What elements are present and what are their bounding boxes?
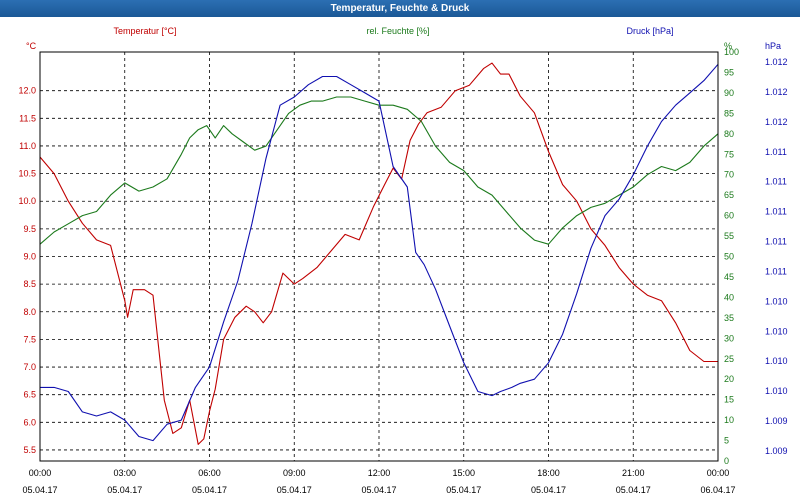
series-line-temperature	[39, 62, 718, 445]
x-date-label: 05.04.17	[616, 485, 651, 495]
chart-background	[0, 17, 800, 500]
x-tick-label: 03:00	[113, 468, 136, 478]
x-tick-label: 18:00	[537, 468, 560, 478]
pressure-tick-label: 1.011	[765, 177, 787, 187]
pressure-tick-label: 1.012	[765, 87, 788, 97]
humidity-tick-label: 85	[724, 108, 734, 118]
x-tick-label: 09:00	[283, 468, 306, 478]
humidity-unit-label: %	[724, 41, 732, 51]
x-date-label: 05.04.17	[192, 485, 227, 495]
x-tick-label: 00:00	[29, 468, 52, 478]
plot-frame	[39, 51, 719, 462]
temperature-tick-label: 7.0	[23, 362, 36, 372]
x-date-label: 05.04.17	[277, 485, 312, 495]
x-tick-label: 15:00	[452, 468, 475, 478]
chart-series	[39, 62, 719, 445]
humidity-tick-label: 70	[724, 170, 734, 180]
humidity-tick-label: 95	[724, 67, 734, 77]
humidity-tick-label: 100	[724, 47, 739, 57]
pressure-tick-label: 1.009	[765, 446, 788, 456]
legend-temperature: Temperatur [°C]	[113, 26, 176, 36]
chart-grid	[40, 52, 718, 461]
temperature-tick-label: 10.0	[18, 196, 36, 206]
humidity-tick-label: 50	[724, 252, 734, 262]
chart-axes: 00:00 05.04.17 03:00 05.04.17 06:00 05.04.17 0…	[18, 47, 787, 495]
humidity-tick-label: 90	[724, 88, 734, 98]
pressure-tick-label: 1.010	[765, 356, 788, 366]
x-date-label: 05.04.17	[446, 485, 481, 495]
pressure-tick-label: 1.010	[765, 326, 788, 336]
pressure-tick-label: 1.012	[765, 117, 788, 127]
pressure-tick-label: 1.010	[765, 296, 788, 306]
humidity-tick-label: 45	[724, 272, 734, 282]
window-title: Temperatur, Feuchte & Druck	[0, 0, 800, 17]
humidity-tick-label: 30	[724, 333, 734, 343]
humidity-tick-label: 5	[724, 436, 729, 446]
humidity-tick-label: 55	[724, 231, 734, 241]
pressure-tick-label: 1.009	[765, 416, 788, 426]
humidity-tick-label: 65	[724, 190, 734, 200]
humidity-tick-label: 10	[724, 415, 734, 425]
pressure-tick-label: 1.011	[765, 147, 787, 157]
humidity-tick-label: 75	[724, 149, 734, 159]
x-date-label: 05.04.17	[361, 485, 396, 495]
series-line-pressure	[40, 63, 719, 442]
pressure-tick-label: 1.012	[765, 57, 788, 67]
legend-humidity: rel. Feuchte [%]	[366, 26, 429, 36]
temperature-unit-label: °C	[26, 41, 37, 51]
weather-chart: 00:00 05.04.17 03:00 05.04.17 06:00 05.04.17 0…	[0, 17, 800, 500]
temperature-tick-label: 6.0	[23, 417, 36, 427]
x-tick-label: 12:00	[368, 468, 391, 478]
temperature-tick-label: 6.5	[23, 390, 36, 400]
temperature-tick-label: 9.0	[23, 252, 36, 262]
x-tick-label: 06:00	[198, 468, 221, 478]
pressure-tick-label: 1.010	[765, 386, 788, 396]
x-date-label: 05.04.17	[22, 485, 57, 495]
temperature-tick-label: 8.0	[23, 307, 36, 317]
humidity-tick-label: 80	[724, 129, 734, 139]
humidity-tick-label: 60	[724, 211, 734, 221]
humidity-tick-label: 35	[724, 313, 734, 323]
temperature-tick-label: 5.5	[23, 445, 36, 455]
pressure-tick-label: 1.011	[765, 237, 787, 247]
x-tick-label: 00:00	[707, 468, 730, 478]
x-date-label: 06.04.17	[700, 485, 735, 495]
pressure-tick-label: 1.011	[765, 207, 787, 217]
pressure-unit-label: hPa	[765, 41, 781, 51]
humidity-tick-label: 40	[724, 292, 734, 302]
pressure-tick-label: 1.011	[765, 266, 787, 276]
temperature-tick-label: 10.5	[18, 169, 36, 179]
humidity-tick-label: 15	[724, 395, 734, 405]
temperature-tick-label: 9.5	[23, 224, 36, 234]
x-date-label: 05.04.17	[107, 485, 142, 495]
temperature-tick-label: 11.0	[19, 141, 36, 151]
temperature-tick-label: 11.5	[19, 113, 36, 123]
x-date-label: 05.04.17	[531, 485, 566, 495]
temperature-tick-label: 12.0	[18, 86, 36, 96]
humidity-tick-label: 25	[724, 354, 734, 364]
humidity-tick-label: 0	[724, 456, 729, 466]
series-line-humidity	[39, 96, 719, 245]
legend-pressure: Druck [hPa]	[626, 26, 673, 36]
temperature-tick-label: 8.5	[23, 279, 36, 289]
humidity-tick-label: 20	[724, 374, 734, 384]
x-tick-label: 21:00	[622, 468, 645, 478]
temperature-tick-label: 7.5	[23, 334, 36, 344]
